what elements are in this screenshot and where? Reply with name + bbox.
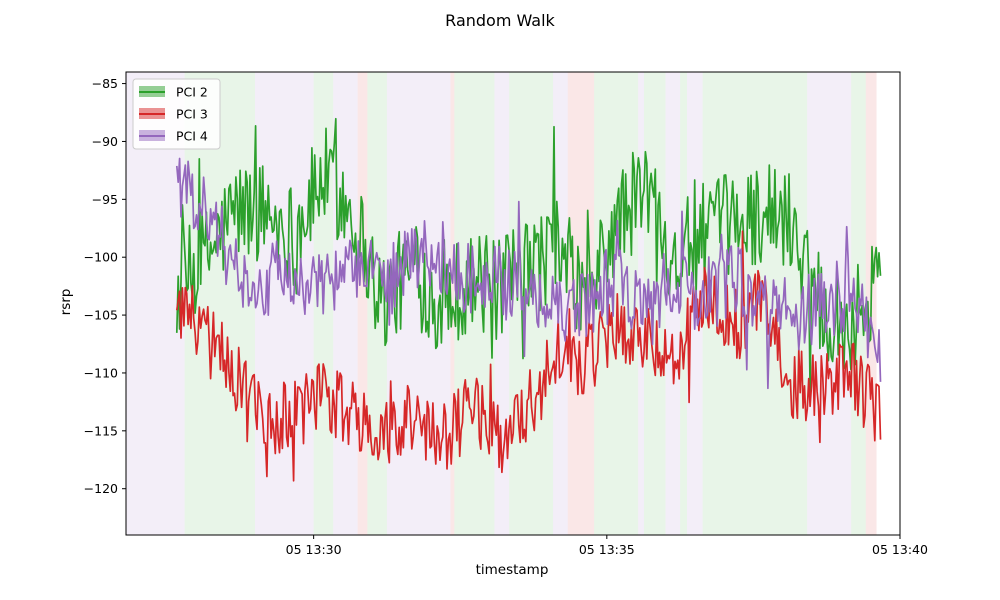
y-tick-label: −105	[84, 308, 118, 323]
x-tick-label: 05 13:35	[579, 542, 635, 557]
y-tick-label: −100	[84, 250, 118, 265]
chart-title: Random Walk	[445, 11, 555, 30]
serving-band	[450, 72, 455, 535]
x-axis-label: timestamp	[476, 562, 549, 578]
serving-band	[509, 72, 554, 535]
y-axis-label: rsrp	[58, 289, 74, 316]
y-tick-label: −120	[84, 481, 118, 496]
serving-band	[553, 72, 568, 535]
y-tick-label: −115	[84, 423, 118, 438]
serving-band	[680, 72, 687, 535]
legend-label: PCI 3	[176, 107, 208, 122]
series-line-pci-4	[175, 157, 882, 390]
legend-label: PCI 4	[176, 129, 208, 144]
x-tick-label: 05 13:30	[286, 542, 342, 557]
y-tick-label: −85	[92, 76, 118, 91]
y-tick-label: −110	[84, 365, 118, 380]
plot-area: −85 −90 −95 −100 −105 −110 −115 −120 05 13:30 05 …	[84, 71, 928, 557]
legend: PCI 2 PCI 3 PCI 4	[132, 78, 221, 150]
y-tick-label: −90	[92, 134, 118, 149]
serving-band	[702, 72, 808, 535]
legend-label: PCI 2	[176, 85, 208, 100]
y-tick-label: −95	[92, 192, 118, 207]
serving-band	[333, 72, 358, 535]
x-tick-label: 05 13:40	[872, 542, 928, 557]
serving-band	[357, 72, 368, 535]
plot-frame	[125, 71, 901, 536]
